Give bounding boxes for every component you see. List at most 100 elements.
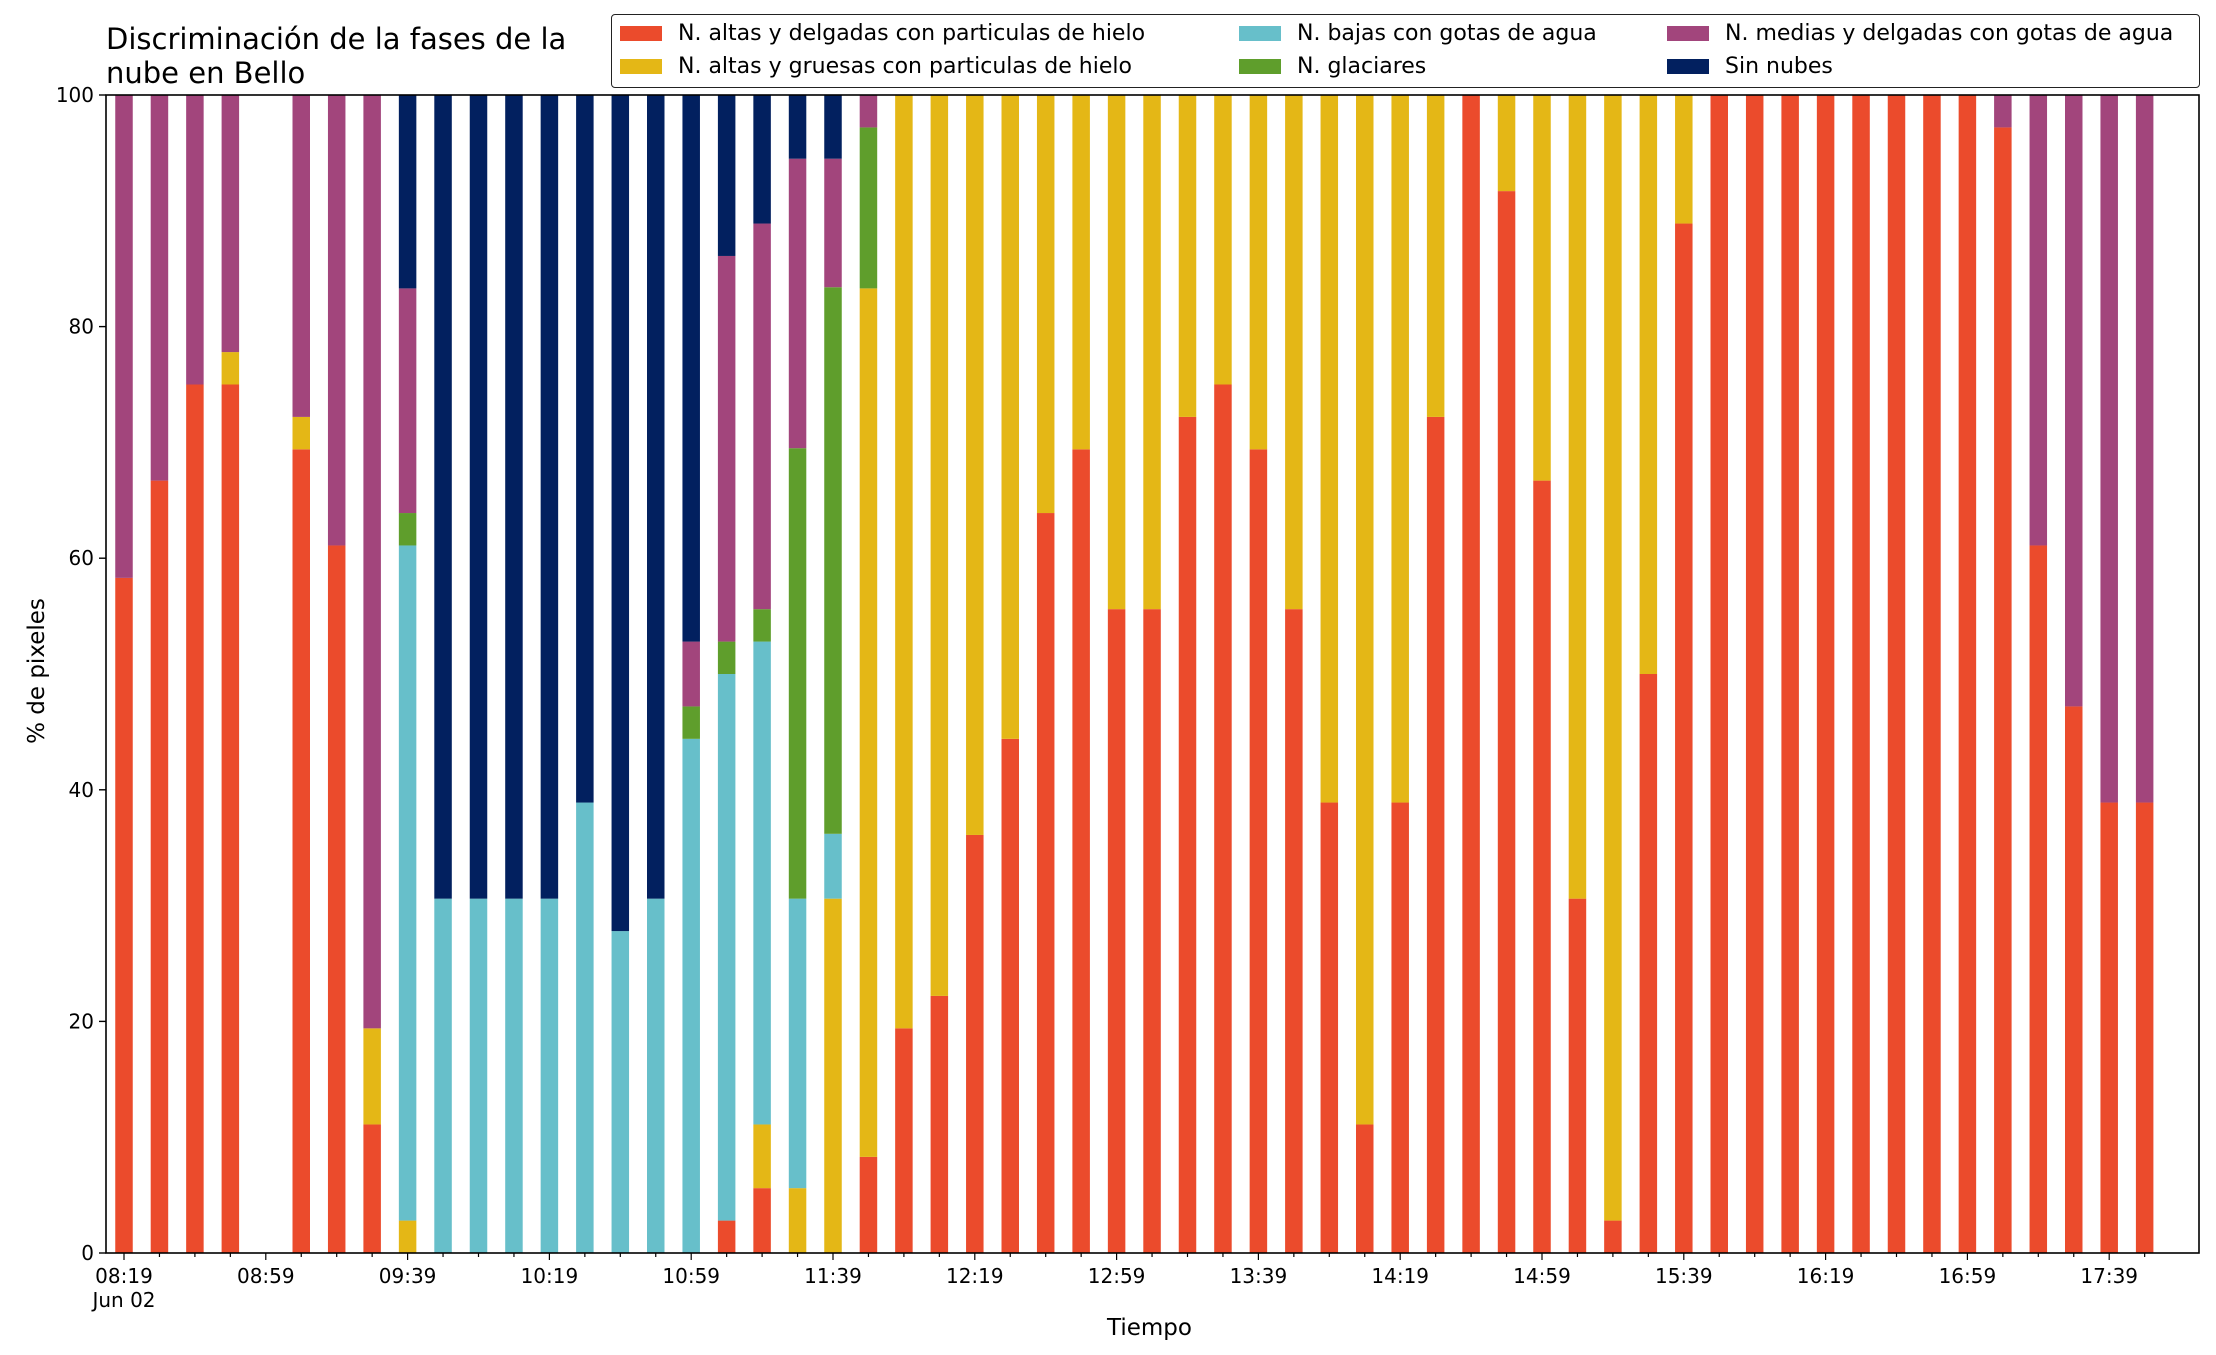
bar-segment-1-22: [895, 95, 913, 1029]
legend-swatch: [1667, 59, 1709, 74]
y-tick-label: 60: [69, 546, 94, 570]
bar-segment-0-54: [2029, 545, 2048, 1253]
x-tick-sublabel: Jun 02: [90, 1288, 155, 1312]
bar-segment-0-30: [1178, 416, 1197, 1253]
bar-segment-3-18: [753, 609, 771, 642]
bar-segment-2-20: [824, 833, 842, 899]
y-axis-label: % de pixeles: [23, 598, 50, 744]
x-tick-label: 16:19: [1797, 1264, 1855, 1288]
legend-label: N. altas y gruesas con particulas de hie…: [678, 54, 1132, 79]
y-tick-label: 80: [69, 315, 94, 339]
x-tick-label: 10:19: [521, 1264, 579, 1288]
bar-segment-0-51: [1923, 95, 1941, 1253]
bar-segment-1-34: [1320, 95, 1339, 803]
bar-segment-4-21: [859, 95, 878, 128]
bar-segment-0-56: [2100, 802, 2118, 1253]
bar-segment-0-40: [1533, 480, 1551, 1253]
legend-item-ice-thin: N. altas y delgadas con particulas de hi…: [620, 21, 1145, 46]
bar-segment-0-43: [1639, 674, 1658, 1253]
legend-swatch: [1239, 26, 1281, 41]
bar-segment-4-55: [2065, 95, 2083, 707]
x-tick-label: 08:59: [237, 1264, 295, 1288]
y-tick-label: 20: [69, 1009, 94, 1033]
bar-segment-1-30: [1178, 95, 1197, 417]
bar-segment-1-7: [363, 1028, 381, 1125]
bar-segment-0-26: [1036, 513, 1055, 1253]
x-axis-label: Tiempo: [1107, 1315, 1192, 1341]
bar-segment-0-32: [1249, 449, 1268, 1254]
bar-segment-2-17: [717, 674, 736, 1221]
legend-item-glacial: N. glaciares: [1239, 54, 1426, 79]
bar-segment-5-20: [824, 95, 842, 159]
bar-segment-5-8: [398, 95, 417, 289]
bar-segment-1-44: [1675, 95, 1693, 224]
bar-segment-2-15: [647, 898, 665, 1253]
bar-segment-0-42: [1604, 1220, 1622, 1253]
legend-swatch: [1667, 26, 1709, 41]
legend-label: N. bajas con gotas de agua: [1297, 21, 1597, 46]
bar-segment-0-36: [1391, 802, 1409, 1253]
bar-segment-0-47: [1781, 95, 1799, 1253]
bar-segment-4-16: [682, 641, 700, 707]
bar-segment-1-26: [1036, 95, 1055, 514]
bar-segment-0-45: [1710, 95, 1728, 1253]
bar-segment-1-31: [1214, 95, 1232, 385]
bar-segment-4-54: [2029, 95, 2048, 546]
x-tick-label: 15:39: [1655, 1264, 1713, 1288]
bar-segment-5-19: [788, 95, 807, 159]
bar-segment-3-20: [824, 287, 842, 834]
bar-segment-0-33: [1285, 609, 1303, 1253]
bar-segment-0-28: [1107, 609, 1126, 1253]
x-tick-label: 14:59: [1513, 1264, 1571, 1288]
y-tick-label: 40: [69, 778, 94, 802]
bar-segment-1-39: [1497, 95, 1516, 192]
bar-segment-4-3: [221, 95, 240, 353]
bar-segment-0-41: [1568, 898, 1587, 1253]
bar-segment-5-10: [469, 95, 488, 899]
bar-segment-4-53: [1994, 95, 2012, 128]
bar-segment-1-5: [292, 416, 310, 450]
bar-segment-0-6: [327, 545, 346, 1253]
bar-segment-5-13: [576, 95, 594, 803]
legend-item-low-water: N. bajas con gotas de agua: [1239, 21, 1597, 46]
bar-segment-0-49: [1852, 95, 1870, 1253]
bar-segment-1-25: [1001, 95, 1019, 739]
legend-item-clear: Sin nubes: [1667, 54, 1833, 79]
bar-segment-2-13: [576, 802, 594, 1253]
bar-segment-0-34: [1320, 802, 1339, 1253]
x-tick-label: 08:19: [95, 1264, 153, 1288]
bar-segment-4-1: [150, 95, 169, 481]
bar-segment-1-8: [398, 1220, 417, 1253]
bar-segment-0-3: [221, 384, 240, 1253]
bar-segment-1-41: [1568, 95, 1587, 899]
bar-segment-0-7: [363, 1124, 381, 1253]
x-tick-label: 16:59: [1939, 1264, 1997, 1288]
bar-segment-0-27: [1072, 449, 1090, 1254]
bar-segment-4-0: [115, 95, 133, 578]
bar-segment-4-7: [363, 95, 381, 1029]
bar-segment-0-46: [1745, 95, 1764, 1253]
bar-segment-1-36: [1391, 95, 1409, 803]
bar-segment-4-57: [2135, 95, 2154, 803]
bar-segment-1-33: [1285, 95, 1303, 610]
bar-segment-3-16: [682, 706, 700, 739]
bar-segment-0-57: [2135, 802, 2154, 1253]
x-tick-label: 13:39: [1230, 1264, 1288, 1288]
bar-segment-2-16: [682, 738, 700, 1253]
bar-segment-4-19: [788, 158, 807, 449]
x-axis: 08:19 08:59 09:39 10:19 10:59 11:39 12:19 12:59…: [90, 1253, 2146, 1312]
bar-segment-5-11: [505, 95, 523, 899]
bar-segment-5-16: [682, 95, 700, 642]
bar-segment-0-5: [292, 449, 310, 1254]
y-tick-label: 0: [81, 1241, 94, 1265]
y-axis: 0 20 40 60 80 100: [56, 83, 106, 1265]
legend: N. altas y delgadas con particulas de hi…: [611, 14, 2200, 88]
bar-segment-1-21: [859, 288, 878, 1157]
bar-segment-4-6: [327, 95, 346, 546]
bar-segment-2-18: [753, 641, 771, 1125]
bar-segment-0-23: [930, 995, 949, 1253]
bar-segment-1-40: [1533, 95, 1551, 481]
bar-segment-0-29: [1143, 609, 1161, 1253]
bar-segment-0-1: [150, 480, 169, 1253]
